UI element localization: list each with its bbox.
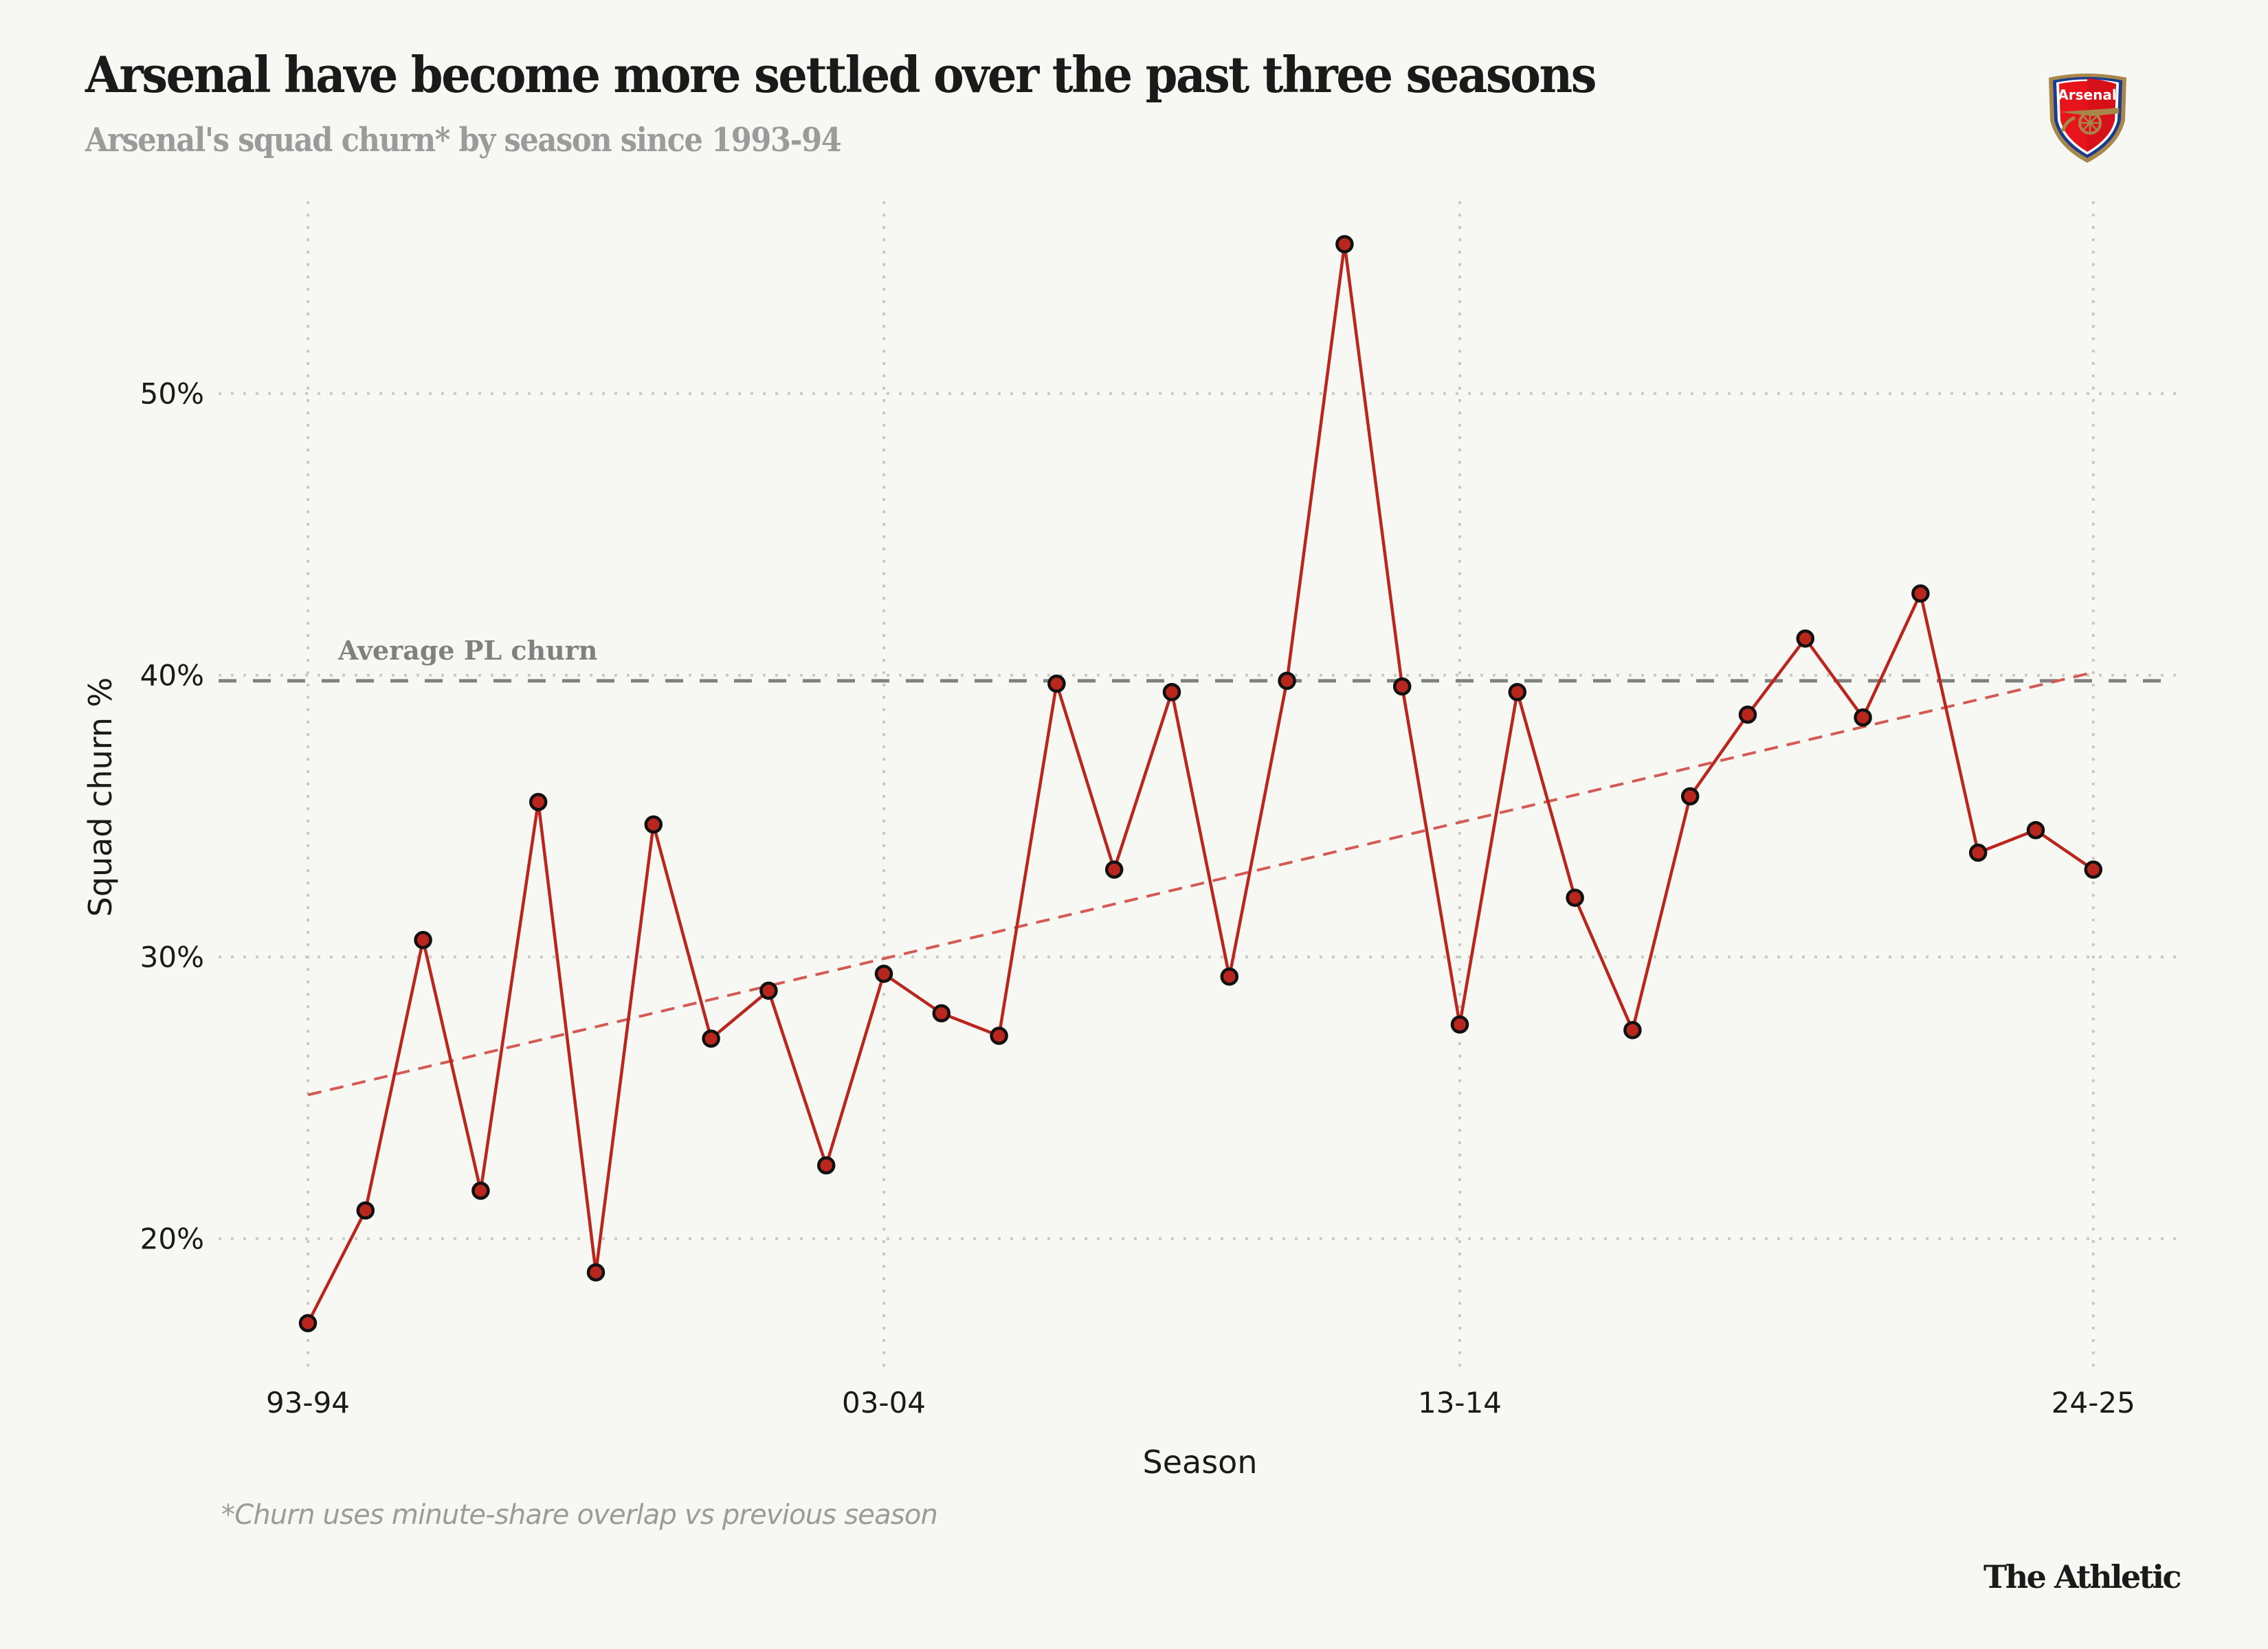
- data-point-11-12: [1335, 235, 1354, 254]
- data-point-24-25: [2084, 860, 2103, 879]
- data-point-02-03: [816, 1156, 836, 1175]
- data-points: [298, 235, 2103, 1332]
- data-point-00-01: [702, 1029, 720, 1048]
- data-point-23-24: [2026, 820, 2045, 840]
- trend-line: [307, 671, 2094, 1097]
- y-axis-ticks: 20% 30% 40% 50%: [140, 377, 204, 1256]
- data-point-01-02: [759, 981, 778, 1000]
- data-point-97-98: [529, 792, 548, 811]
- data-point-07-08: [1104, 860, 1124, 879]
- the-athletic-logo: The Athletic: [1983, 1558, 2182, 1595]
- y-tick-label: 20%: [140, 1222, 204, 1256]
- data-point-94-95: [356, 1201, 375, 1220]
- x-axis-ticks: 93-94 03-04 13-14 24-25: [266, 1386, 2135, 1420]
- data-point-05-06: [990, 1027, 1008, 1045]
- data-point-20-21: [1854, 708, 1872, 727]
- average-pl-churn-label: Average PL churn: [337, 635, 597, 666]
- data-point-17-18: [1680, 787, 1700, 806]
- data-point-04-05: [932, 1004, 951, 1022]
- data-point-03-04: [874, 965, 893, 983]
- y-axis-label: Squad churn %: [82, 677, 119, 917]
- data-point-06-07: [1047, 674, 1066, 693]
- data-point-21-22: [1911, 584, 1930, 603]
- data-point-19-20: [1796, 629, 1815, 648]
- x-tick-label: 03-04: [842, 1386, 926, 1420]
- data-point-16-17: [1623, 1021, 1642, 1040]
- x-tick-label: 13-14: [1418, 1386, 1502, 1420]
- data-point-99-00: [644, 815, 663, 834]
- data-point-10-11: [1278, 671, 1296, 691]
- data-point-98-99: [586, 1263, 605, 1282]
- crest-text: Arsenal: [2058, 87, 2116, 103]
- y-tick-label: 50%: [140, 377, 204, 411]
- y-tick-label: 30%: [140, 941, 204, 974]
- x-tick-label: 24-25: [2052, 1386, 2135, 1420]
- x-axis-label: Season: [1143, 1444, 1258, 1481]
- data-point-12-13: [1392, 677, 1412, 696]
- data-point-18-19: [1738, 705, 1757, 724]
- footnote: *Churn uses minute-share overlap vs prev…: [221, 1499, 938, 1531]
- data-point-95-96: [414, 930, 432, 950]
- churn-series-line: [306, 243, 2095, 1324]
- x-tick-label: 93-94: [266, 1386, 350, 1420]
- data-point-14-15: [1508, 683, 1527, 702]
- reference-line-group: Average PL churn: [219, 635, 2177, 683]
- grid: [219, 201, 2177, 1376]
- data-point-09-10: [1220, 967, 1239, 986]
- chart-subtitle: Arsenal's squad churn* by season since 1…: [85, 121, 842, 159]
- data-point-22-23: [1968, 843, 1988, 862]
- data-point-08-09: [1162, 683, 1181, 702]
- data-point-96-97: [471, 1181, 490, 1200]
- data-point-15-16: [1566, 888, 1584, 907]
- y-tick-label: 40%: [140, 659, 204, 693]
- arsenal-crest-icon: Arsenal: [2049, 74, 2126, 163]
- data-point-93-94: [298, 1314, 318, 1332]
- chart-title: Arsenal have become more settled over th…: [85, 45, 1597, 104]
- data-point-13-14: [1450, 1015, 1469, 1034]
